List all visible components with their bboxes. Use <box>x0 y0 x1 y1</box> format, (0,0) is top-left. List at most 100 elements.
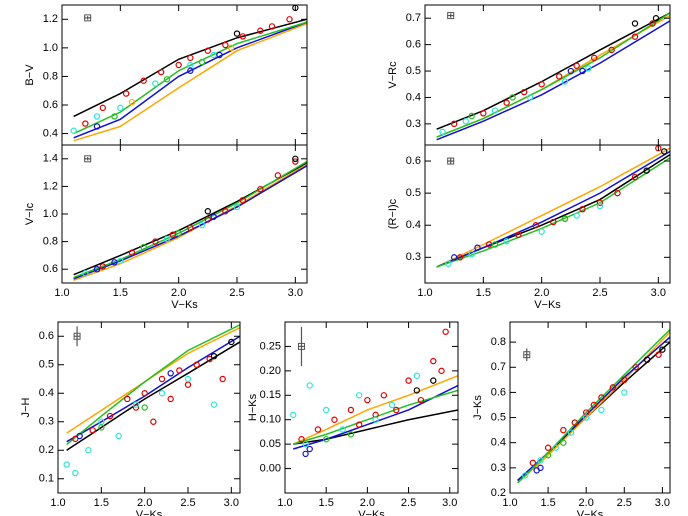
x-tick-label: 1.0 <box>502 497 517 509</box>
data-point <box>614 189 621 197</box>
y-tick-label: 1.0 <box>43 42 58 54</box>
data-point <box>573 62 580 69</box>
data-point <box>322 436 330 443</box>
x-tick-label: 3.0 <box>655 497 670 509</box>
data-point <box>430 357 437 365</box>
y-tick-label: 0.3 <box>491 462 506 474</box>
x-tick-label: 1.0 <box>277 497 292 509</box>
data-point <box>537 457 544 464</box>
y-tick-label: 0.4 <box>39 387 54 399</box>
data-point <box>621 376 628 384</box>
data-point <box>491 107 499 114</box>
data-point <box>99 263 107 270</box>
x-tick-label: 1.5 <box>94 497 109 509</box>
x-tick-label: 2.0 <box>579 497 594 509</box>
model-line <box>73 22 307 142</box>
data-point <box>413 387 421 394</box>
data-point <box>163 235 171 243</box>
y-tick-label: 1.4 <box>43 153 58 165</box>
y-tick-label: 1.2 <box>43 13 58 25</box>
data-point <box>298 436 305 443</box>
data-point <box>228 338 235 346</box>
plot-frame <box>509 321 671 494</box>
data-point <box>239 33 247 40</box>
data-point <box>609 384 617 391</box>
data-point <box>85 447 92 454</box>
y-tick-label: 0.8 <box>491 336 506 348</box>
data-point <box>491 241 499 248</box>
data-point <box>204 216 212 223</box>
model-line <box>436 147 670 268</box>
data-point <box>582 414 590 421</box>
model-line <box>517 336 670 481</box>
y-tick-label: 0.3 <box>406 251 421 263</box>
data-point <box>347 431 355 438</box>
data-point <box>82 120 89 127</box>
y-axis-label: V−Rc <box>387 61 399 89</box>
data-point <box>503 99 510 106</box>
data-point <box>571 419 578 426</box>
data-point <box>169 231 177 238</box>
data-point <box>292 158 299 165</box>
data-point <box>632 364 639 371</box>
x-tick-label: 2.0 <box>137 497 152 509</box>
data-point <box>596 202 604 210</box>
x-tick-label: 2.5 <box>401 497 416 509</box>
model-line <box>73 18 307 118</box>
data-point <box>158 375 166 383</box>
data-point <box>167 395 174 403</box>
plot-area <box>73 155 307 281</box>
plot-frame <box>424 144 671 284</box>
y-tick-label: 0.3 <box>406 118 421 130</box>
data-point <box>393 406 400 414</box>
y-tick-label: 0.2 <box>39 444 54 456</box>
data-point <box>70 127 77 134</box>
data-point <box>150 418 157 425</box>
x-tick-label: 1.5 <box>319 497 334 509</box>
data-point <box>157 68 165 76</box>
data-point <box>579 67 586 75</box>
data-point <box>561 215 569 223</box>
data-point <box>314 426 322 433</box>
plot-area <box>63 324 240 477</box>
data-point <box>560 439 567 446</box>
data-point <box>532 222 540 229</box>
data-point <box>456 254 464 261</box>
data-point <box>210 353 218 360</box>
y-tick-label: 0.8 <box>43 70 58 82</box>
x-tick-label: 1.5 <box>113 287 128 299</box>
y-tick-label: 1.2 <box>43 180 58 192</box>
error-point <box>73 332 81 340</box>
data-point <box>450 254 458 261</box>
model-line <box>293 384 458 450</box>
data-point <box>76 432 83 440</box>
model-line <box>66 324 240 446</box>
data-point <box>72 435 79 443</box>
data-point <box>210 401 218 408</box>
data-point <box>522 472 529 479</box>
plot-frame <box>57 321 241 494</box>
x-tick-label: 1.0 <box>417 287 432 299</box>
data-point <box>544 452 552 459</box>
x-axis-label: V−Ks <box>577 509 604 516</box>
data-point <box>579 205 586 213</box>
y-tick-label: 0.5 <box>39 359 54 371</box>
data-point <box>193 361 200 368</box>
y-tick-label: 0.2 <box>491 487 506 499</box>
data-point <box>567 67 575 75</box>
y-tick-label: 0.25 <box>260 340 281 352</box>
y-axis-label: B−V <box>24 64 36 86</box>
plot-area <box>436 12 670 141</box>
data-point <box>72 469 79 477</box>
data-point <box>660 148 668 155</box>
data-point <box>552 444 559 451</box>
y-tick-label: 0.6 <box>406 155 421 167</box>
data-point <box>538 81 545 88</box>
data-point <box>598 406 605 414</box>
data-point <box>222 208 229 215</box>
plot-area <box>70 5 307 142</box>
data-point <box>140 243 147 251</box>
data-point <box>590 401 598 409</box>
x-tick-label: 2.5 <box>592 287 607 299</box>
data-point <box>598 394 605 401</box>
